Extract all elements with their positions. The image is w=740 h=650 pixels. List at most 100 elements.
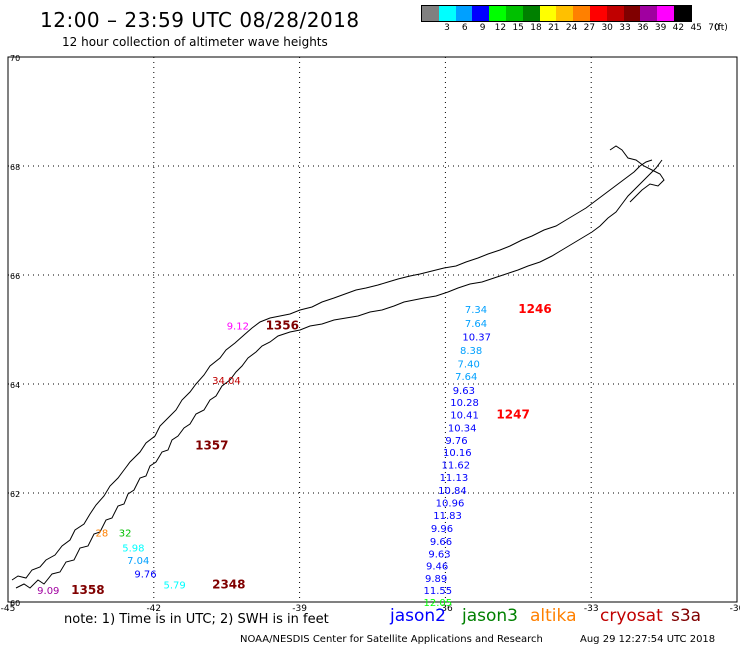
wave-height-value: 7.64 <box>465 319 487 330</box>
legend-label-45: 45 <box>690 23 702 33</box>
wave-height-value: 9.96 <box>431 524 453 535</box>
wave-height-value: 7.40 <box>458 360 480 371</box>
legend-swatch-18 <box>505 6 523 21</box>
legend-label-27: 27 <box>583 23 596 33</box>
pass-time-label: 1246 <box>518 302 551 316</box>
wave-height-value: 11.62 <box>442 460 471 471</box>
coastline-path <box>11 159 653 581</box>
wave-height-value: 9.63 <box>428 549 450 560</box>
legend-swatch-70 <box>673 6 691 21</box>
legend-swatch-24 <box>539 6 557 21</box>
satellite-legend-s3a: s3a <box>671 606 702 626</box>
units-note: note: 1) Time is in UTC; 2) SWH is in fe… <box>64 612 329 627</box>
wave-height-value: 10.28 <box>450 398 479 409</box>
legend-swatch-42 <box>640 6 658 21</box>
legend-swatch-6 <box>438 6 456 21</box>
wave-height-value: 8.38 <box>460 346 482 357</box>
legend-unit: (ft) <box>714 23 728 33</box>
map-subtitle: 12 hour collection of altimeter wave hei… <box>62 35 328 49</box>
legend-label-6: 6 <box>461 23 468 33</box>
map-frame <box>7 56 738 603</box>
legend-swatch-15 <box>489 6 506 21</box>
wave-height-value: 5.79 <box>164 580 186 591</box>
satellite-legend-altika: altika <box>530 606 577 626</box>
satellite-legend-jason2: jason2 <box>390 606 446 626</box>
wave-height-value: 10.34 <box>448 423 477 434</box>
coastline-detail-path <box>15 159 663 589</box>
wave-height-value: 9.12 <box>227 322 249 333</box>
legend-label-9: 9 <box>479 23 486 33</box>
legend-swatch-36 <box>606 6 624 21</box>
lon-label: -45 <box>1 604 16 614</box>
lon-label: -33 <box>584 604 599 614</box>
wave-height-value: 10.37 <box>462 332 491 343</box>
legend-swatch-12 <box>472 6 490 21</box>
wave-height-value: 7.04 <box>127 556 149 567</box>
lon-label: -36 <box>438 604 453 614</box>
wave-height-value: 7.34 <box>465 305 487 316</box>
legend-label-24: 24 <box>565 23 578 33</box>
legend-label-30: 30 <box>601 23 613 33</box>
map-grid <box>7 56 738 603</box>
wave-height-value: 34.04 <box>212 376 241 387</box>
greenland-coastline <box>11 145 665 589</box>
lat-label: 70 <box>10 54 20 63</box>
legend-swatch-21 <box>522 6 540 21</box>
pass-time-label: 2348 <box>212 577 245 591</box>
wave-height-value: 7.64 <box>455 372 477 383</box>
pass-time-label: 1247 <box>496 407 529 421</box>
legend-label-36: 36 <box>637 23 649 33</box>
legend-label-70: 70 <box>708 23 720 33</box>
longitude-labels: -45 -42 -39 -36 -33 -30 <box>1 604 740 614</box>
latitude-labels: 70 68 66 64 62 60 <box>10 54 20 608</box>
wave-height-value: 12.05 <box>424 598 453 609</box>
wave-height-value: 9.89 <box>425 574 447 585</box>
satellite-legend-cryosat: cryosat <box>600 606 663 626</box>
lat-label: 62 <box>10 490 20 499</box>
wave-height-value: 9.09 <box>37 586 59 597</box>
legend-swatch-27 <box>556 6 574 21</box>
wave-height-value: 10.96 <box>436 499 465 510</box>
legend-swatch-39 <box>623 6 641 21</box>
wave-height-value: 9.66 <box>430 537 452 548</box>
pass-time-label: 1357 <box>195 438 228 452</box>
wave-height-value: 9.76 <box>134 569 156 580</box>
legend-label-39: 39 <box>654 23 667 33</box>
legend-swatch-3 <box>422 6 439 21</box>
legend-label-21: 21 <box>548 23 560 33</box>
legend-swatch-30 <box>573 6 590 21</box>
wave-height-value: 9.63 <box>453 386 475 397</box>
wave-height-value: 11.83 <box>433 511 462 522</box>
legend-label-33: 33 <box>619 23 631 33</box>
wave-height-value: 10.84 <box>438 486 467 497</box>
legend-label-42: 42 <box>672 23 685 33</box>
lat-label: 60 <box>10 599 20 608</box>
legend-swatch-33 <box>589 6 607 21</box>
lat-label: 64 <box>10 381 20 390</box>
wave-height-value: 10.16 <box>443 448 472 459</box>
lat-label: 68 <box>10 163 20 172</box>
legend-label-3: 3 <box>444 23 450 33</box>
lon-label: -30 <box>730 604 740 614</box>
legend-label-12: 12 <box>494 23 507 33</box>
pass-time-label: 1356 <box>266 319 299 333</box>
wave-height-value: 32 <box>119 529 132 540</box>
color-scale-legend <box>421 5 692 22</box>
legend-label-18: 18 <box>530 23 542 33</box>
legend-label-15: 15 <box>512 23 524 33</box>
lon-label: -39 <box>292 604 307 614</box>
wave-height-value: 11.13 <box>440 473 469 484</box>
credit-line: NOAA/NESDIS Center for Satellite Applica… <box>240 634 543 645</box>
pass-time-label: 1358 <box>71 583 104 597</box>
wave-height-value: 28 <box>95 529 108 540</box>
wave-height-value: 9.46 <box>426 561 448 572</box>
wave-height-value: 5.98 <box>122 543 144 554</box>
color-scale-labels: 3 6 9 12 15 18 21 24 27 30 33 36 39 42 45 70 (ft) <box>421 23 740 35</box>
legend-swatch-45 <box>657 6 674 21</box>
lat-label: 66 <box>10 272 20 281</box>
wave-height-value: 9.76 <box>445 436 467 447</box>
wave-height-value: 10.41 <box>450 410 479 421</box>
satellite-legend-jason3: jason3 <box>462 606 518 626</box>
